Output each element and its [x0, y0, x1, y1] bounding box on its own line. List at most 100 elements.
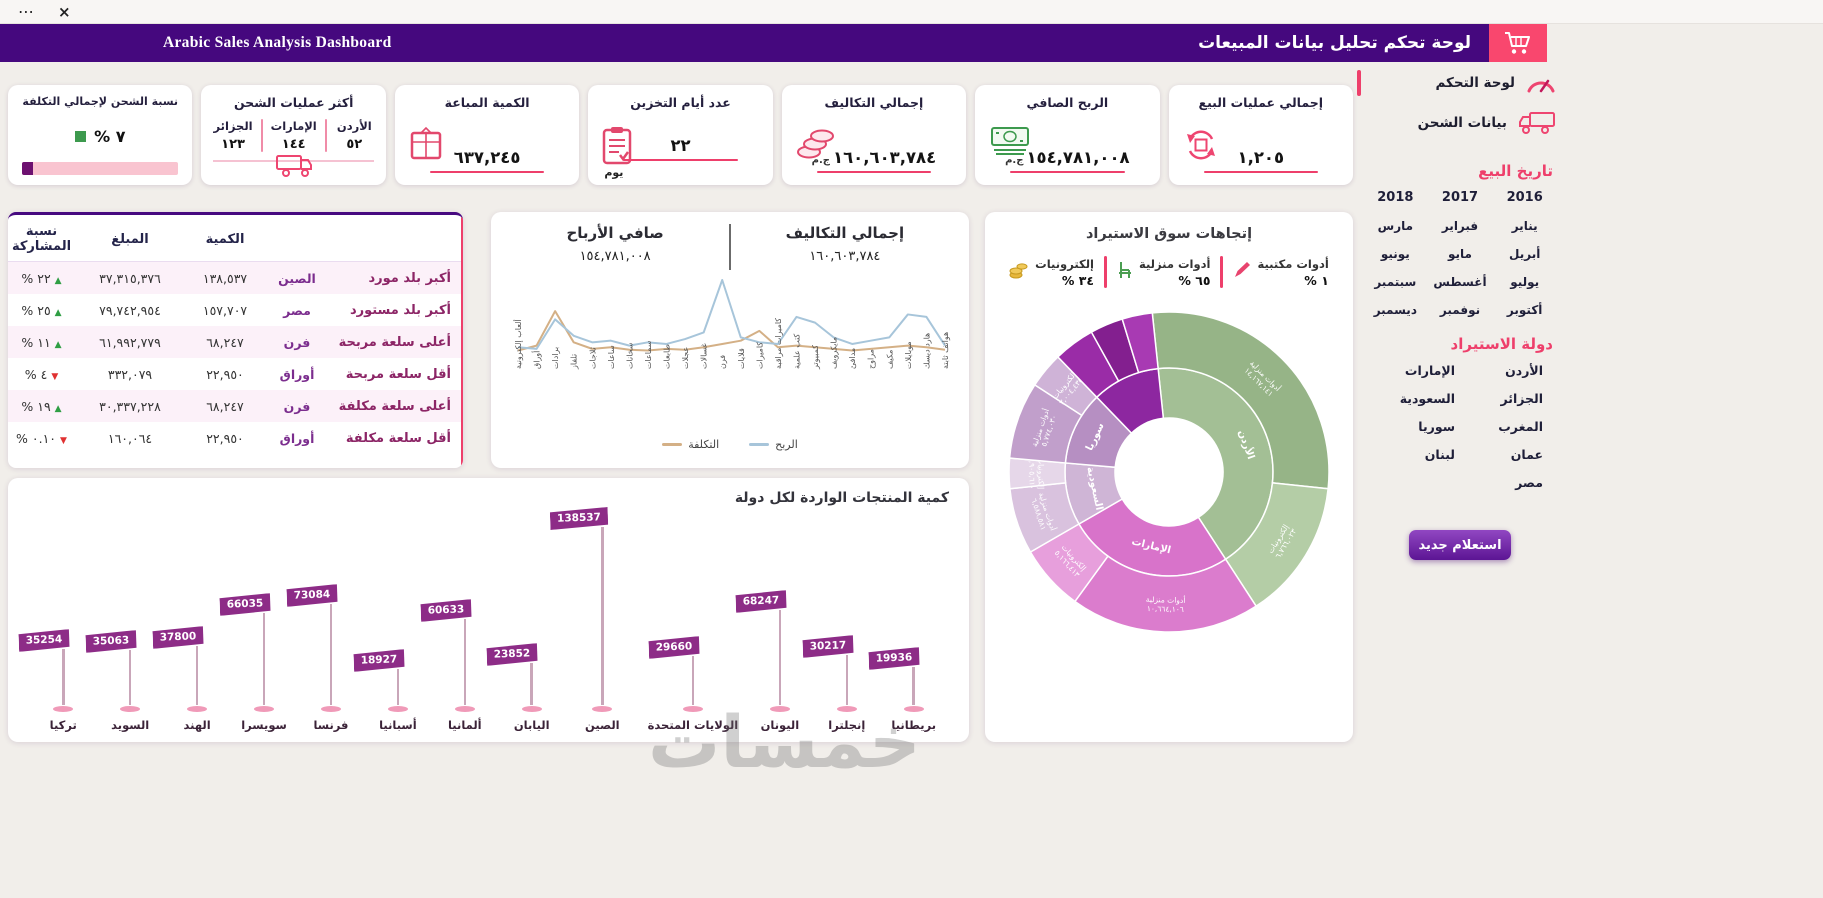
sidebar-item-dashboard[interactable]: لوحة التحكم — [1357, 64, 1563, 102]
legend-percent: ٦٥ % — [1178, 272, 1211, 288]
legend-item: الربح — [749, 438, 798, 451]
flag-pole — [463, 619, 467, 705]
sidebar-item-shipping-data[interactable]: بيانات الشحن — [1357, 102, 1563, 144]
new-query-button[interactable]: استعلام جديد — [1409, 530, 1511, 560]
metric-label: أقل سلعة مربحة — [345, 366, 451, 382]
kpi-total-sales: إجمالي عمليات البيع ١,٢٠٥ — [1168, 85, 1353, 185]
summary-table: الكمية المبلغ نسبة المشاركة أكبر بلد مور… — [8, 215, 463, 454]
dashboard: إجمالي عمليات البيع ١,٢٠٥ الربح الصافي — [8, 64, 1353, 742]
trend-up-icon: ▲ — [54, 339, 62, 350]
metric-amount: ٧٩,٧٤٢,٩٥٤ — [99, 302, 161, 318]
flag-base — [387, 706, 408, 712]
column-header-share: نسبة المشاركة — [8, 215, 75, 262]
page-title: لوحة تحكم تحليل بيانات المبيعات — [1198, 33, 1471, 53]
kpi-title: إجمالي عمليات البيع — [1198, 95, 1324, 110]
country-label: سويسرا — [241, 718, 287, 732]
country-flag-bar: 60633 ألمانيا — [440, 600, 491, 732]
kpi-title: إجمالي التكاليف — [824, 95, 924, 110]
metric-share: ▼ ٤ % — [24, 366, 59, 382]
year-2018[interactable]: 2018 — [1377, 190, 1414, 205]
legend-swatch — [749, 443, 770, 446]
country-flag-bar: 138537 الصين — [573, 508, 631, 732]
country-item[interactable]: لبنان — [1424, 447, 1455, 462]
svg-text:عجلات: عجلات — [681, 347, 690, 369]
country-label: إنجلترا — [828, 718, 866, 732]
month-item[interactable]: ديسمبر — [1373, 303, 1417, 317]
app-header: Arabic Sales Analysis Dashboard لوحة تحك… — [0, 24, 1489, 62]
country-label: الولايات المتحدة — [647, 718, 739, 732]
svg-text:مايكرويف: مايكرويف — [829, 337, 838, 369]
line-chart: ألعاب إلكترونية أوراق برادات تلفاز ثلاجات ساع… — [513, 279, 950, 370]
accent-underline — [1203, 170, 1318, 173]
close-icon[interactable]: × — [58, 2, 71, 21]
kpi-top-shipping: أكثر عمليات الشحن الأردن ٥٢ الإمارات ١٤٤ الج… — [201, 85, 386, 185]
kpi-title: الربح الصافي — [1026, 95, 1109, 110]
country-item[interactable]: الإمارات — [1404, 363, 1455, 378]
sidebar: لوحة التحكم بيانات الشحن تاريخ البيع 201… — [1357, 64, 1563, 560]
flag-base — [320, 706, 341, 712]
chart-legend: التكلفة الربح — [501, 438, 959, 451]
month-item[interactable]: مارس — [1377, 219, 1414, 233]
flag-base — [769, 706, 790, 712]
progress-fill — [22, 162, 33, 175]
month-item[interactable]: أغسطس — [1433, 275, 1487, 289]
year-2017[interactable]: 2017 — [1441, 190, 1479, 205]
metric-amount: ٣٣٢,٠٧٩ — [107, 366, 153, 382]
legend-label: أدوات منزلية — [1139, 256, 1211, 271]
header-title-en: Arabic Sales Analysis Dashboard — [163, 34, 392, 51]
month-item[interactable]: فبراير — [1441, 219, 1479, 233]
table-row: أعلى سلعة مربحة فرن ٦٨,٢٤٧ ٦١,٩٩٢,٧٧٩ ▲ ١١ % — [8, 326, 463, 358]
month-item[interactable]: مايو — [1448, 247, 1472, 261]
accent-underline — [623, 158, 738, 161]
month-item[interactable]: سبتمبر — [1374, 275, 1417, 289]
gold-icon — [1009, 261, 1029, 283]
chart-title: إجمالي التكاليف — [785, 224, 905, 242]
flag-base — [592, 706, 613, 712]
metric-qty: ٦٨,٢٤٧ — [206, 334, 244, 350]
flag-base — [454, 706, 475, 712]
money-bills-icon — [987, 125, 1031, 163]
currency-label: ج.م — [1005, 154, 1024, 166]
legend-label: أدوات مكتبية — [1257, 256, 1329, 271]
country-label: اليونان — [760, 718, 800, 732]
divider — [324, 119, 327, 152]
currency-label: ج.م — [811, 154, 831, 166]
month-item[interactable]: يوليو — [1510, 275, 1540, 289]
month-item[interactable]: يناير — [1511, 219, 1538, 233]
svg-text:ثلاجات: ثلاجات — [588, 347, 597, 369]
country-item[interactable]: الأردن — [1505, 363, 1543, 378]
more-options-icon[interactable]: ⋯ — [18, 2, 34, 21]
country-item[interactable]: سوريا — [1418, 419, 1455, 434]
empty-header — [329, 215, 463, 262]
year-slicer: 2016 2017 2018 — [1363, 190, 1557, 205]
svg-text:إلكترونيات٢,٩٠٥,٦١٠: إلكترونيات٢,٩٠٥,٦١٠ — [1027, 457, 1045, 490]
country-item[interactable]: الجزائر — [1500, 391, 1543, 406]
donut-legend: أدوات مكتبية ١ % أدوات منزلية ٦٥ % إلكترونيا… — [985, 256, 1353, 288]
month-item[interactable]: نوفمبر — [1439, 303, 1481, 317]
trend-up-icon: ▲ — [54, 403, 62, 414]
country-label: الصين — [584, 718, 620, 732]
cart-icon[interactable] — [1489, 24, 1547, 62]
legend-label: التكلفة — [688, 438, 720, 451]
svg-text:كمبيوتر: كمبيوتر — [811, 345, 820, 370]
table-row: أكبر بلد مستورد مصر ١٥٧,٧٠٧ ٧٩,٧٤٢,٩٥٤ ▲ ٢٥ … — [8, 294, 463, 326]
country-item[interactable]: مصر — [1515, 475, 1543, 490]
month-item[interactable]: يونيو — [1380, 247, 1410, 261]
country-item[interactable]: السعودية — [1399, 391, 1455, 406]
table-row: أعلى سلعة مكلفة فرن ٦٨,٢٤٧ ٣٠,٣٣٧,٢٢٨ ▲ ١٩ % — [8, 390, 463, 422]
flag-value-label: 138537 — [550, 507, 609, 530]
flag-bar-chart: 35254 تركيا 35063 السويد 37800 الهند 66035 سويس… — [8, 506, 969, 732]
legend-item: أدوات مكتبية ١ % — [1233, 256, 1329, 288]
country-item[interactable]: المغرب — [1498, 419, 1543, 434]
chart-title: كمية المنتجات الواردة لكل دولة — [734, 490, 949, 506]
svg-text:ألعاب إلكترونية: ألعاب إلكترونية — [513, 319, 524, 369]
chart-title: إتجاهات سوق الاستيراد — [1085, 226, 1253, 242]
year-2016[interactable]: 2016 — [1506, 190, 1543, 205]
shipping-column: الجزائر ١٢٣ — [213, 119, 252, 152]
month-item[interactable]: أكتوبر — [1506, 303, 1543, 317]
kpi-value: ٢٢ — [670, 135, 691, 155]
kpi-unit-label: يوم — [604, 166, 624, 179]
month-item[interactable]: أبريل — [1509, 247, 1541, 261]
accent-underline — [1010, 170, 1125, 173]
country-item[interactable]: عمان — [1510, 447, 1543, 462]
